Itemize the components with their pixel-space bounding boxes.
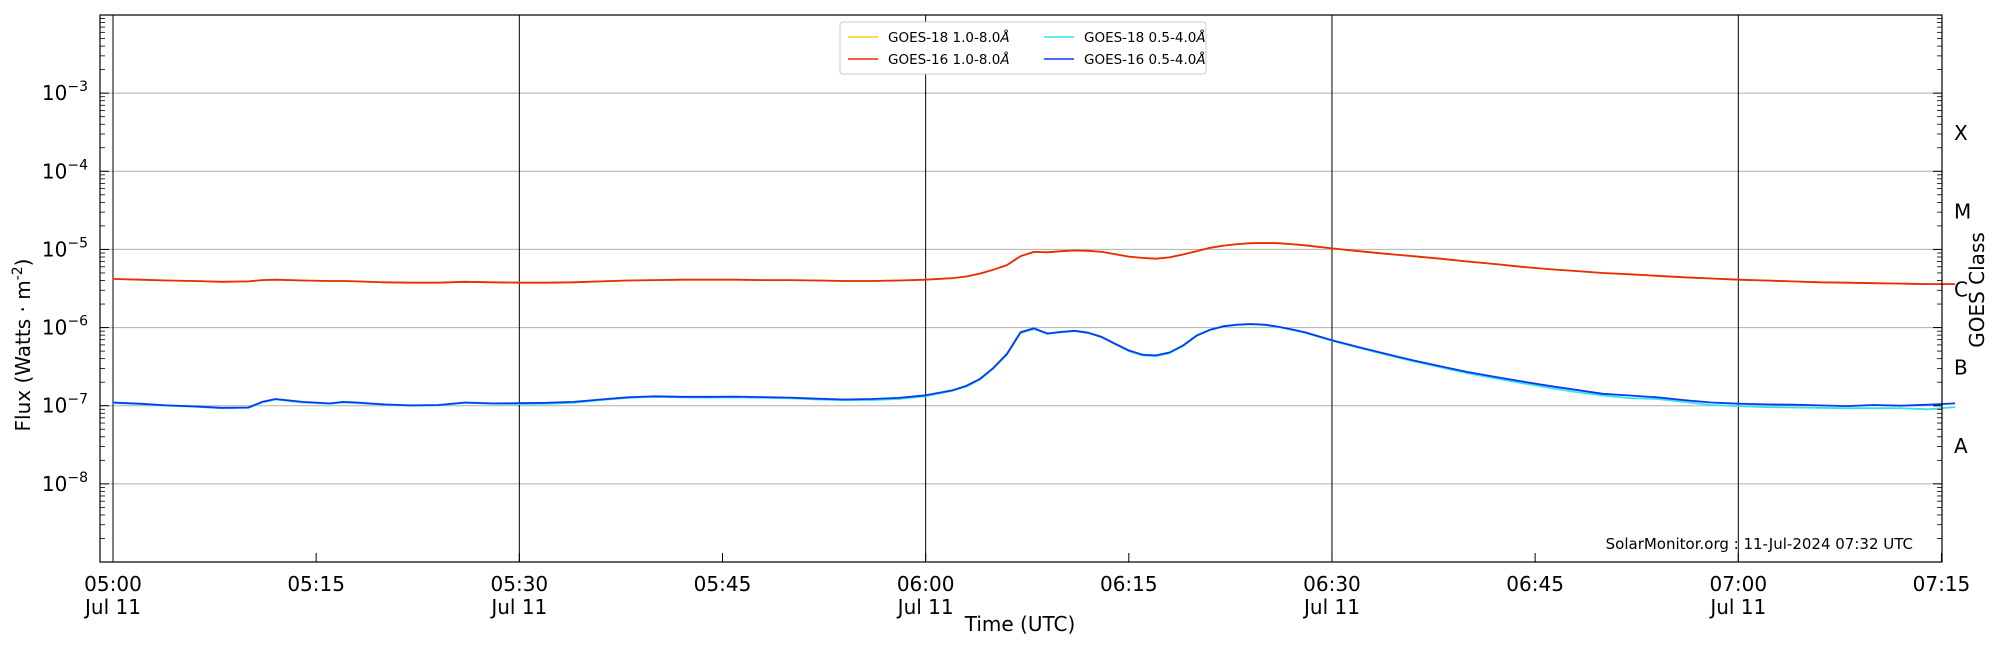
legend: GOES-18 1.0-8.0Å GOES-16 1.0-8.0Å GOES-18 … [839,21,1207,75]
y-axis-label: Flux (Watts · m-2) [10,259,35,432]
x-tick-label: 06:00 [897,572,955,596]
x-tick-label: 07:00 [1709,572,1767,596]
x-tick-label: 05:30 [491,572,549,596]
x-tick-label: 05:00 [84,572,142,596]
series-line-3 [112,323,1956,411]
x-tick-date-label: Jul 11 [896,595,954,619]
axes [99,14,1943,563]
x-axis-label: Time (UTC) [964,612,1076,636]
goes-class-label: C [1954,278,1968,302]
y-tick-label: 10−7 [42,392,88,418]
legend-entry-label: GOES-16 1.0-8.0Å [888,51,1010,68]
watermark-text: SolarMonitor.org : 11-Jul-2024 07:32 UTC [1606,535,1913,553]
x-tick-label: 05:45 [694,572,752,596]
series-line-2 [112,242,1955,286]
x-tick-date-label: Jul 11 [1708,595,1766,619]
x-tick-label: 07:15 [1913,572,1971,596]
goes-class-label: M [1954,199,1971,223]
grid-lines [100,15,1942,562]
y-tick-label: 10−8 [42,470,88,496]
x-tick-label: 05:15 [287,572,345,596]
legend-entry-label: GOES-18 0.5-4.0Å [1084,29,1206,46]
x-tick-label: 06:15 [1100,572,1158,596]
legend-entry-label: GOES-16 0.5-4.0Å [1084,51,1206,68]
y-tick-label: 10−5 [42,235,88,261]
y-tick-label: 10−4 [42,157,88,183]
plot-frame [99,14,1943,563]
y-tick-label: 10−3 [42,79,88,105]
x-tick-date-label: Jul 11 [1302,595,1360,619]
x-tick-date-label: Jul 11 [489,595,547,619]
y-tick-label: 10−6 [42,314,88,340]
x-tick-label: 06:30 [1303,572,1361,596]
x-tick-date-label: Jul 11 [83,595,141,619]
goes-class-label: X [1954,121,1968,145]
goes-class-label: A [1954,434,1968,458]
y2-axis-label: GOES Class [1965,232,1989,348]
legend-box [839,21,1207,75]
legend-entry-label: GOES-18 1.0-8.0Å [888,29,1010,46]
series-line-4 [112,323,1956,409]
series-lines [112,242,1956,411]
goes-class-label: B [1954,356,1968,380]
x-tick-label: 06:45 [1506,572,1564,596]
